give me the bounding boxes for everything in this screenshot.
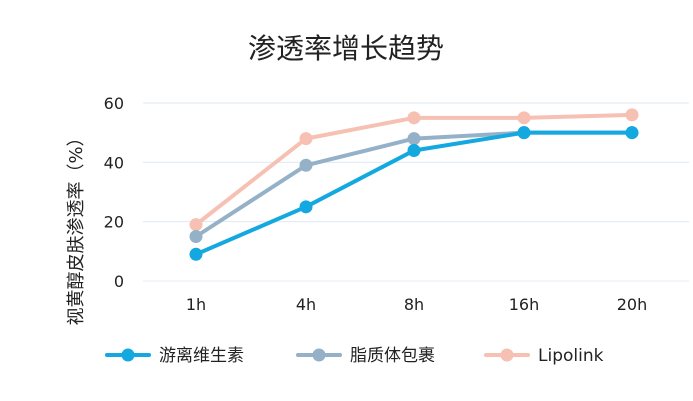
y-tick-label: 40 <box>104 153 124 172</box>
data-point <box>407 111 421 125</box>
data-point <box>299 200 313 214</box>
legend-label: Lipolink <box>538 346 604 366</box>
x-tick-label: 20h <box>617 295 648 314</box>
legend-label: 脂质体包裹 <box>350 346 435 366</box>
x-tick-label: 1h <box>186 295 206 314</box>
plot-layer: 0 20 40 60 1h 4h 8h 16h 20h 游离维生素 脂质体包裹 Lipolink <box>104 94 689 366</box>
chart-title: 渗透率增长趋势 <box>248 32 444 65</box>
data-point <box>407 132 421 146</box>
data-point <box>625 108 639 122</box>
data-point <box>517 111 531 125</box>
y-tick-label: 60 <box>104 94 124 113</box>
x-tick-label: 16h <box>509 295 540 314</box>
y-tick-label: 20 <box>104 213 124 232</box>
legend-label: 游离维生素 <box>159 346 244 366</box>
data-point <box>189 247 203 261</box>
y-axis-label: 视黄醇皮肤渗透率（%） <box>66 128 87 325</box>
legend-marker <box>312 348 326 362</box>
data-point <box>407 143 421 157</box>
x-tick-label: 4h <box>296 295 316 314</box>
x-tick-label: 8h <box>404 295 424 314</box>
data-point <box>625 126 639 140</box>
data-point <box>517 126 531 140</box>
data-point <box>299 158 313 172</box>
legend-marker <box>121 348 135 362</box>
data-point <box>189 230 203 243</box>
data-point <box>299 132 313 146</box>
y-tick-label: 0 <box>114 272 124 291</box>
legend-marker <box>500 348 514 362</box>
data-point <box>189 218 203 232</box>
